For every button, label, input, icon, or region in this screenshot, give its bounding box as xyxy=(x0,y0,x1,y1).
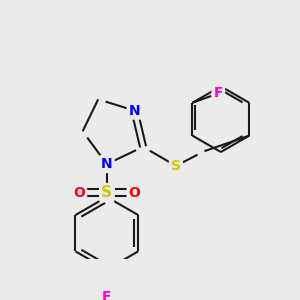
Text: S: S xyxy=(101,185,112,200)
Text: F: F xyxy=(102,290,112,300)
Text: N: N xyxy=(101,157,112,171)
Text: S: S xyxy=(171,159,181,173)
Text: F: F xyxy=(214,86,223,100)
Text: O: O xyxy=(73,186,85,200)
Text: N: N xyxy=(129,103,140,118)
Text: O: O xyxy=(128,186,140,200)
